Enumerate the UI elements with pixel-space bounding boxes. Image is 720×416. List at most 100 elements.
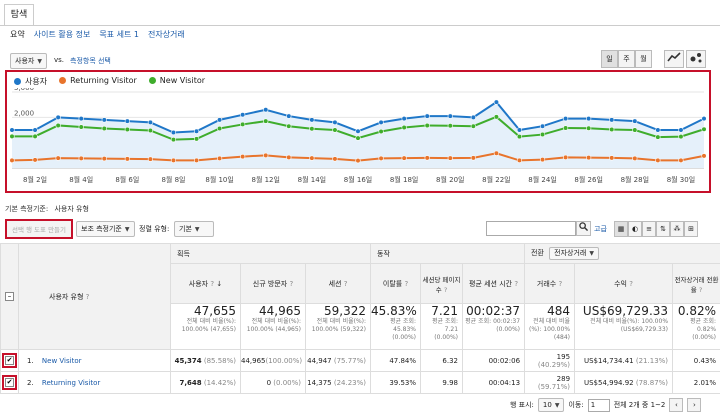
advanced-link[interactable]: 고급 (594, 225, 607, 233)
col-avg-duration[interactable]: 평균 세션 시간 ? (462, 263, 526, 304)
comparison-view-icon[interactable]: ⇅ (656, 221, 670, 237)
x-tick-label: 8월 26일 (574, 175, 602, 184)
row-users: 45,374 (85.58%) (170, 349, 241, 372)
data-point-0 (493, 99, 500, 105)
data-point-1 (355, 158, 361, 164)
col-users[interactable]: 사용자 ? ↓ (170, 263, 241, 304)
subtab-bar: 요약 사이트 활용 정보 목표 세트 1 전자상거래 (10, 29, 185, 40)
metric-select[interactable]: 사용자 ▼ (10, 53, 47, 69)
period-week-button[interactable]: 주 (618, 50, 635, 68)
plot-rows-button[interactable]: 선택 행 도표 만들기 (5, 219, 73, 239)
y-tick-label: 2,000 (14, 109, 34, 117)
data-point-1 (655, 157, 661, 163)
period-month-button[interactable]: 월 (635, 50, 652, 68)
x-tick-label: 8월 6일 (115, 175, 139, 184)
subtab-site-usage[interactable]: 사이트 활용 정보 (33, 30, 91, 39)
totals-row: 47,655 전체 대비 비율(%): 100.00% (47,655) 44,9… (1, 303, 720, 350)
row-link-new-visitor[interactable]: New Visitor (41, 356, 82, 365)
legend-new[interactable]: New Visitor (148, 76, 205, 87)
dimension-header[interactable]: 사용자 유형 ? (18, 243, 171, 350)
help-icon: ? (698, 285, 703, 294)
subtab-ecommerce[interactable]: 전자상거래 (147, 30, 185, 39)
data-table: – 사용자 유형 ? 획득 동작 전환 전자상거래 ▼ 사용자 ? ↓ 신규 방문… (0, 243, 720, 394)
chart-type-toggle (664, 50, 706, 68)
data-point-0 (9, 127, 15, 133)
legend-users[interactable]: 사용자 (14, 76, 47, 87)
col-bounce-rate[interactable]: 이탈률 ? (370, 263, 422, 304)
line-chart-icon[interactable] (664, 50, 684, 68)
prev-page-icon[interactable]: ‹ (669, 398, 684, 412)
data-point-2 (516, 133, 523, 140)
data-point-1 (240, 153, 246, 160)
data-point-2 (401, 124, 407, 131)
x-tick-label: 8월 8일 (161, 175, 185, 184)
row-link-returning-visitor[interactable]: Returning Visitor (41, 378, 101, 387)
subtab-summary[interactable]: 요약 (10, 30, 25, 39)
total-transactions: 484 전체 대비 비율(%): 100.00% (484) (524, 303, 576, 350)
legend-dot-icon (148, 77, 156, 84)
data-point-0 (562, 116, 569, 122)
motion-chart-icon[interactable] (686, 50, 706, 68)
period-day-button[interactable]: 일 (601, 50, 618, 68)
table-view-icon[interactable]: ▦ (614, 221, 628, 237)
conversion-select[interactable]: 전자상거래 ▼ (549, 247, 599, 260)
performance-view-icon[interactable]: ≡ (642, 221, 656, 237)
chevron-down-icon: ▼ (124, 226, 130, 233)
subtab-goal-set[interactable]: 목표 세트 1 (99, 30, 139, 39)
data-point-1 (586, 155, 592, 161)
pivot-view-icon[interactable]: ⊞ (684, 221, 698, 237)
search-icon[interactable] (576, 221, 591, 236)
sort-desc-icon: ↓ (216, 279, 223, 288)
data-point-2 (217, 125, 223, 132)
help-icon: ? (629, 279, 633, 288)
x-tick-label: 8월 30일 (667, 175, 695, 184)
primary-dimension: 기본 측정기준: 사용자 유형 (5, 204, 89, 214)
goto-input[interactable]: 1 (587, 398, 610, 412)
data-point-1 (78, 155, 84, 161)
col-transactions[interactable]: 거래수 ? (524, 263, 576, 304)
row-checkbox[interactable]: ✔ (2, 353, 17, 368)
data-point-0 (655, 127, 661, 133)
data-point-0 (586, 116, 592, 122)
data-point-0 (378, 119, 384, 126)
secondary-dimension-select[interactable]: 보조 측정기준 ▼ (76, 221, 135, 237)
select-all-checkbox[interactable]: – (5, 292, 14, 301)
total-revenue: US$69,729.33 전체 대비 비율(%): 100.00% (US$69,… (574, 303, 674, 350)
legend-dot-icon (59, 77, 67, 84)
data-point-2 (632, 127, 638, 133)
col-pages-per-session[interactable]: 세션당 페이지수 ? (420, 263, 464, 304)
term-cloud-icon[interactable]: ⁂ (670, 221, 684, 237)
row-checkbox[interactable]: ✔ (2, 375, 17, 390)
table-search-input[interactable] (486, 221, 576, 236)
rows-per-page-select[interactable]: 10 ▼ (537, 398, 565, 412)
col-revenue[interactable]: 수익 ? (574, 263, 674, 304)
data-point-1 (309, 155, 315, 161)
row-pages-per-session: 6.32 (420, 349, 464, 372)
data-point-1 (678, 157, 684, 163)
data-point-1 (55, 155, 61, 161)
row-revenue: US$14,734.41 (21.13%) (574, 349, 674, 372)
data-point-1 (424, 155, 430, 161)
total-sessions: 59,322 전체 대비 비율(%): 100.00% (59,322) (304, 303, 372, 350)
data-point-0 (678, 127, 684, 133)
data-point-2 (609, 126, 615, 133)
col-conversion-rate[interactable]: 전자상거래 전환율 ? (672, 263, 720, 304)
help-icon: ? (343, 279, 348, 288)
row-sessions: 44,947 (75.77%) (304, 349, 372, 372)
total-pages-per-session: 7.21 평균 조회: 7.21 (0.00%) (420, 303, 464, 350)
tab-explore[interactable]: 탐색 (4, 4, 34, 26)
col-sessions[interactable]: 세션 ? (304, 263, 372, 304)
data-point-2 (32, 133, 38, 139)
row-sessions: 14,375 (24.23%) (304, 371, 372, 394)
data-point-1 (401, 155, 407, 161)
help-icon: ? (289, 279, 294, 288)
sort-type-select[interactable]: 기본 ▼ (174, 221, 214, 237)
legend-returning[interactable]: Returning Visitor (59, 76, 137, 87)
data-point-0 (401, 116, 407, 122)
next-page-icon[interactable]: › (687, 398, 702, 412)
select-metric-link[interactable]: 측정항목 선택 (70, 57, 111, 65)
pie-view-icon[interactable]: ◐ (628, 221, 642, 237)
col-new-users[interactable]: 신규 방문자 ? (240, 263, 306, 304)
data-point-2 (101, 125, 107, 132)
data-point-0 (240, 112, 246, 118)
